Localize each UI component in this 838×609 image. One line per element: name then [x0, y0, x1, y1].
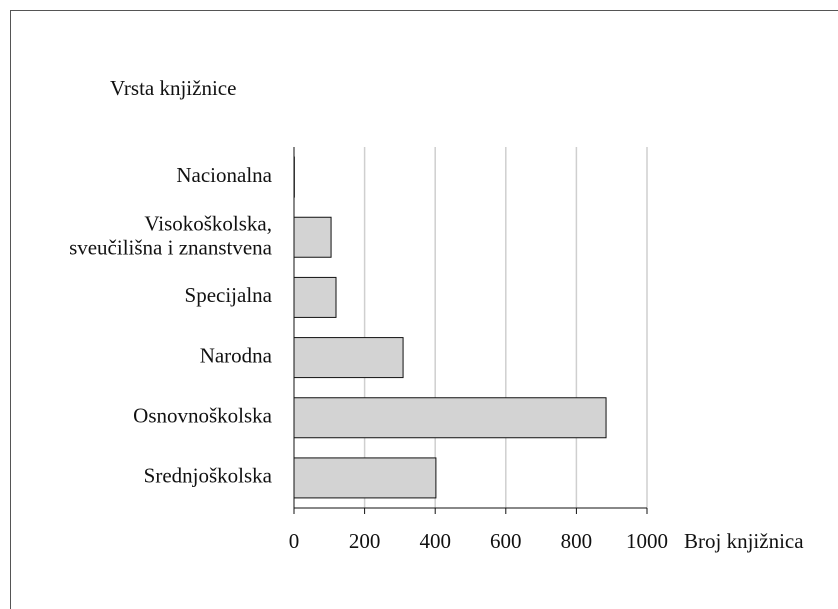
bar — [293, 276, 337, 318]
y-axis-title: Vrsta knjižnice — [110, 76, 236, 100]
x-tick-label: 1000 — [626, 529, 668, 553]
y-tick-label: Nacionalna — [176, 163, 272, 187]
y-tick-label: Specijalna — [185, 283, 273, 307]
x-axis-title: Broj knjižnica — [684, 529, 804, 553]
x-tick-label: 600 — [490, 529, 522, 553]
bar — [293, 216, 332, 258]
x-tick-label: 0 — [289, 529, 300, 553]
x-tick-label: 800 — [561, 529, 593, 553]
x-tick-label: 200 — [349, 529, 381, 553]
bar — [293, 457, 437, 499]
y-tick-label: Narodna — [200, 343, 273, 367]
bar — [293, 337, 404, 379]
y-tick-label: Visokoškolska, sveučilišna i znanstvena — [69, 211, 273, 259]
bar — [293, 397, 607, 439]
y-tick-label: Srednjoškolska — [144, 464, 273, 488]
y-tick-label: Osnovnoškolska — [133, 404, 273, 428]
x-tick-label: 400 — [419, 529, 451, 553]
